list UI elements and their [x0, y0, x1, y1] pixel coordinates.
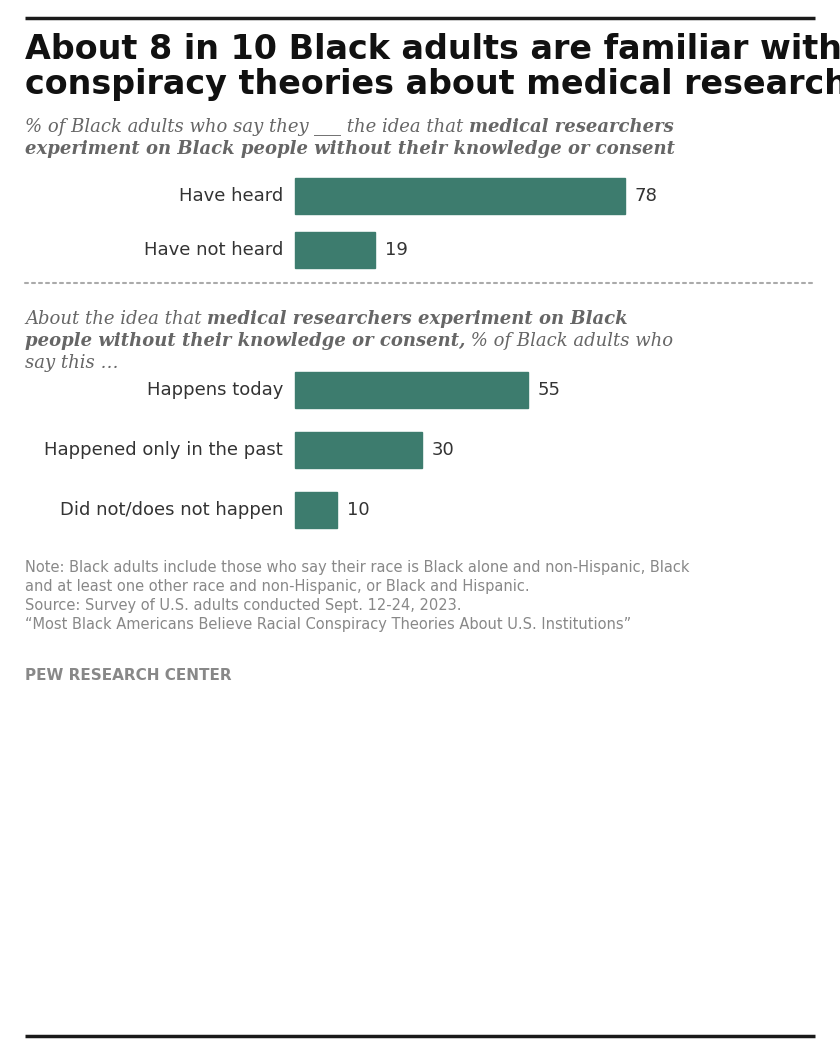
Text: 10: 10 — [347, 501, 370, 519]
Bar — [295, 372, 528, 408]
Text: conspiracy theories about medical research: conspiracy theories about medical resear… — [25, 68, 840, 101]
Text: experiment on Black people without their knowledge or consent: experiment on Black people without their… — [25, 140, 675, 158]
Text: “Most Black Americans Believe Racial Conspiracy Theories About U.S. Institutions: “Most Black Americans Believe Racial Con… — [25, 617, 631, 632]
Bar — [295, 492, 338, 528]
Text: About 8 in 10 Black adults are familiar with racial: About 8 in 10 Black adults are familiar … — [25, 33, 840, 66]
Text: medical researchers experiment on Black: medical researchers experiment on Black — [207, 310, 627, 328]
Text: Did not/does not happen: Did not/does not happen — [60, 501, 283, 519]
Bar — [295, 178, 625, 214]
Text: 30: 30 — [432, 441, 454, 459]
Text: and at least one other race and non-Hispanic, or Black and Hispanic.: and at least one other race and non-Hisp… — [25, 579, 530, 594]
Text: % of Black adults who say they: % of Black adults who say they — [25, 118, 314, 136]
Text: % of Black adults who: % of Black adults who — [465, 332, 674, 350]
Text: 55: 55 — [538, 381, 560, 399]
Bar — [295, 232, 375, 268]
Text: people without their knowledge or consent,: people without their knowledge or consen… — [25, 332, 465, 350]
Text: the idea that: the idea that — [341, 118, 470, 136]
Text: Source: Survey of U.S. adults conducted Sept. 12-24, 2023.: Source: Survey of U.S. adults conducted … — [25, 598, 461, 613]
Text: PEW RESEARCH CENTER: PEW RESEARCH CENTER — [25, 668, 232, 683]
Text: say this …: say this … — [25, 354, 118, 372]
Text: Happened only in the past: Happened only in the past — [45, 441, 283, 459]
Text: Happens today: Happens today — [147, 381, 283, 399]
Text: Note: Black adults include those who say their race is Black alone and non-Hispa: Note: Black adults include those who say… — [25, 560, 690, 574]
Text: About the idea that: About the idea that — [25, 310, 207, 328]
Text: 19: 19 — [386, 241, 408, 259]
Text: Have not heard: Have not heard — [144, 241, 283, 259]
Bar — [295, 432, 422, 468]
Text: 78: 78 — [635, 187, 658, 205]
Text: medical researchers: medical researchers — [470, 118, 675, 136]
Text: ___: ___ — [314, 118, 341, 136]
Text: Have heard: Have heard — [179, 187, 283, 205]
